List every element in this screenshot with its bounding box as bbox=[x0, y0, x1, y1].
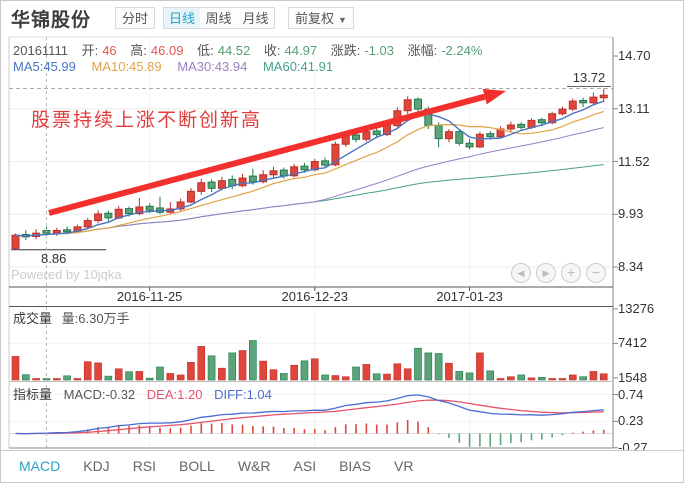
macd-value: MACD:-0.32 bbox=[63, 387, 136, 402]
low-value: 44.52 bbox=[217, 43, 251, 58]
scroll-right-button[interactable]: ▶ bbox=[536, 263, 556, 283]
indicator-label: 指标量 bbox=[13, 387, 53, 402]
date-axis-label: 2016-11-25 bbox=[116, 289, 183, 304]
minus-icon: − bbox=[591, 264, 601, 280]
tab-intraday[interactable]: 分时 bbox=[115, 7, 155, 29]
scroll-left-button[interactable]: ◀ bbox=[511, 263, 531, 283]
ma-lines-layer bbox=[15, 100, 604, 237]
arrow-right-icon: ▶ bbox=[542, 268, 550, 278]
diff-value: DIFF:1.04 bbox=[214, 387, 272, 402]
change-pct-value: -2.24% bbox=[441, 43, 483, 58]
ma-values-bar: MA5:45.99 MA10:45.89 MA30:43.94 MA60:41.… bbox=[13, 59, 345, 74]
change-value: -1.03 bbox=[364, 43, 394, 58]
price-axis-tick: 14.70 bbox=[618, 48, 651, 63]
min-price-marker: 8.86 bbox=[41, 250, 67, 266]
ma10-value: MA10:45.89 bbox=[91, 59, 162, 74]
date-axis-label: 2017-01-23 bbox=[436, 289, 503, 304]
close-value: 44.97 bbox=[284, 43, 318, 58]
arrow-left-icon: ◀ bbox=[517, 268, 525, 278]
zoom-out-button[interactable]: − bbox=[586, 263, 606, 283]
panel-borders bbox=[8, 36, 618, 449]
adjust-dropdown[interactable]: 前复权 ▼ bbox=[288, 7, 354, 29]
indicator-tabs-bar: MACD KDJ RSI BOLL W&R ASI BIAS VR bbox=[1, 450, 683, 481]
tab-daily[interactable]: 日线 bbox=[163, 7, 201, 29]
open-value: 46 bbox=[102, 43, 117, 58]
bar-date: 20161111 bbox=[13, 43, 68, 58]
ma30-value: MA30:43.94 bbox=[177, 59, 248, 74]
high-value: 46.09 bbox=[150, 43, 184, 58]
powered-by-watermark: Powered by 10jqka bbox=[11, 267, 122, 282]
volume-axis-tick: 7412 bbox=[618, 335, 647, 351]
tab-asi[interactable]: ASI bbox=[293, 458, 317, 474]
dea-value: DEA:1.20 bbox=[146, 387, 203, 402]
price-axis-tick: 11.52 bbox=[618, 153, 650, 169]
macd-layer bbox=[9, 394, 613, 447]
volume-label: 成交量 bbox=[13, 311, 53, 326]
volume-bars-layer bbox=[11, 340, 608, 381]
tab-rsi[interactable]: RSI bbox=[132, 458, 157, 474]
tab-monthly[interactable]: 月线 bbox=[237, 7, 275, 29]
date-axis-label: 2016-12-23 bbox=[281, 289, 349, 304]
indicator-axis-tick: 0.74 bbox=[618, 386, 644, 402]
volume-value: 量:6.30万手 bbox=[61, 311, 130, 326]
volume-axis-tick: 1548 bbox=[618, 369, 647, 385]
low-label: 低: bbox=[197, 43, 214, 58]
tab-vr[interactable]: VR bbox=[394, 458, 414, 474]
tab-kdj[interactable]: KDJ bbox=[83, 458, 110, 474]
price-axis-tick: 8.34 bbox=[618, 259, 644, 274]
ma5-value: MA5:45.99 bbox=[13, 59, 76, 74]
tab-bias[interactable]: BIAS bbox=[339, 458, 371, 474]
change-label: 涨跌: bbox=[330, 43, 361, 58]
indicator-panel-label: 指标量 MACD:-0.32 DEA:1.20 DIFF:1.04 bbox=[13, 384, 280, 403]
change-pct-label: 涨幅: bbox=[407, 43, 438, 58]
adjust-dropdown-label: 前复权 bbox=[295, 11, 335, 26]
high-label: 高: bbox=[130, 43, 147, 58]
price-axis-tick: 13.11 bbox=[618, 100, 650, 116]
zoom-in-button[interactable]: + bbox=[561, 263, 581, 283]
grid-layer bbox=[9, 37, 613, 447]
close-label: 收: bbox=[263, 43, 281, 58]
open-label: 开: bbox=[81, 43, 99, 58]
chevron-down-icon: ▼ bbox=[338, 15, 347, 25]
trend-arrow bbox=[48, 88, 506, 216]
tab-boll[interactable]: BOLL bbox=[179, 458, 215, 474]
tab-macd[interactable]: MACD bbox=[19, 458, 61, 474]
max-price-marker: 13.72 bbox=[567, 70, 611, 87]
trend-annotation-text: 股票持续上涨不断创新高 bbox=[31, 110, 263, 131]
volume-axis-tick: 13276 bbox=[618, 300, 655, 316]
stock-title: 华锦股份 bbox=[11, 10, 92, 31]
indicator-axis-tick: 0.23 bbox=[618, 413, 644, 429]
volume-panel-label: 成交量 量:6.30万手 bbox=[13, 308, 130, 327]
plus-icon: + bbox=[566, 264, 576, 280]
price-axis-tick: 9.93 bbox=[618, 206, 644, 222]
tab-wr[interactable]: W&R bbox=[237, 458, 271, 474]
ma60-value: MA60:41.91 bbox=[262, 59, 334, 74]
ohlc-info-bar: 20161111 开: 46 高: 46.09 低: 44.52 收: 44.97 涨跌… bbox=[13, 40, 492, 59]
tab-weekly[interactable]: 周线 bbox=[200, 7, 238, 29]
